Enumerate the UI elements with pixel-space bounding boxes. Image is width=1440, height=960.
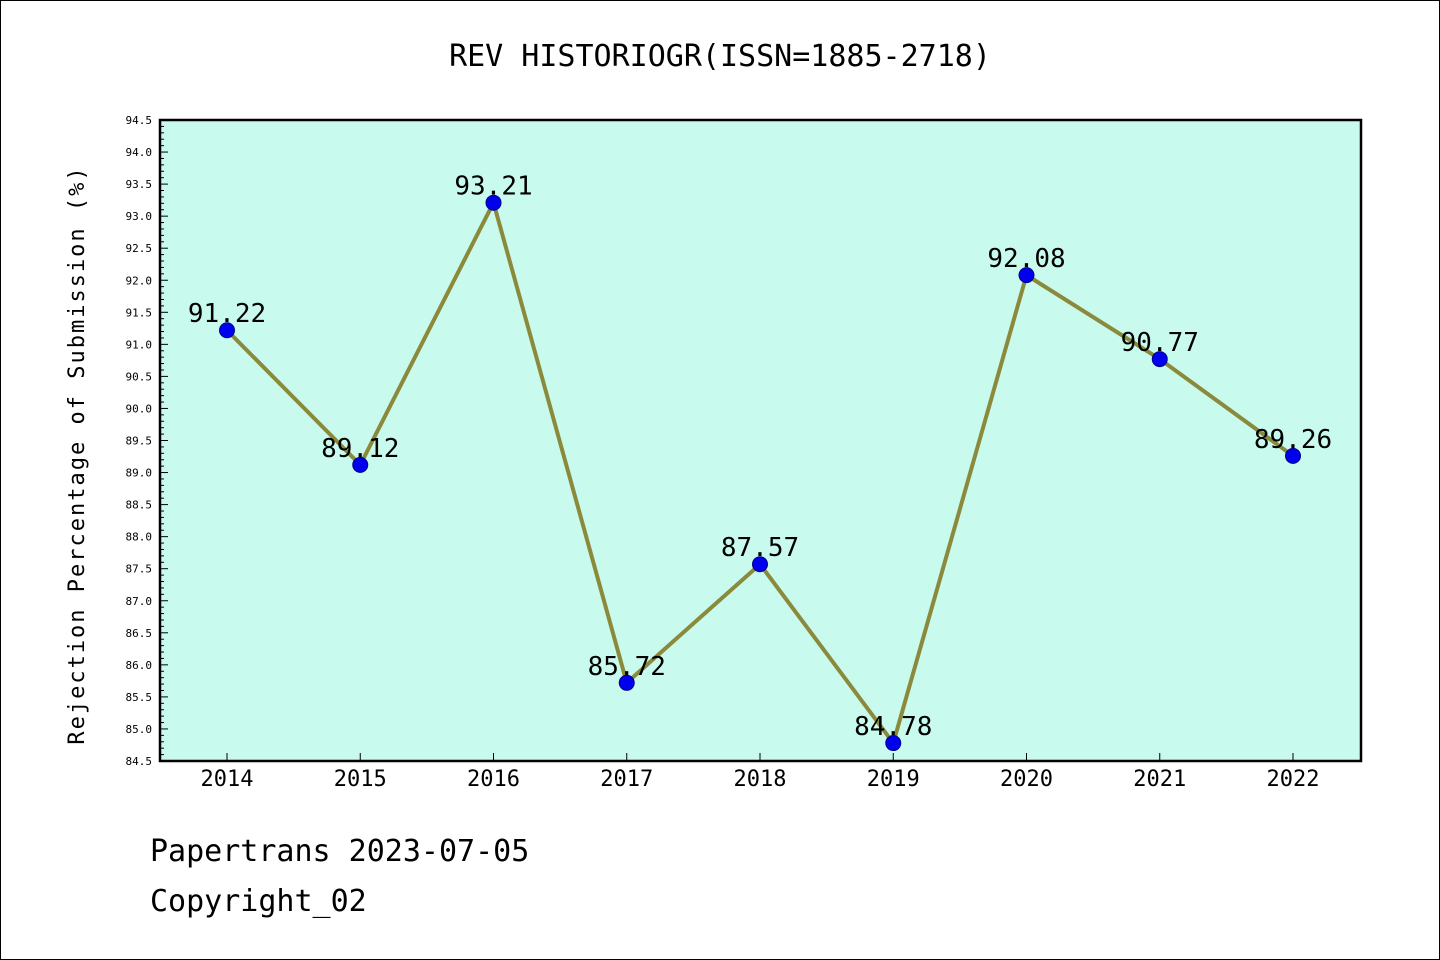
data-label: 89.26 (1254, 425, 1332, 455)
x-tick-label: 2014 (201, 767, 254, 792)
data-labels: 91.22 89.12 93.21 85.72 87.57 84.78 92.08 90.77… (188, 172, 1332, 742)
y-tick-label: 89.5 (126, 435, 153, 448)
y-axis: 84.5 85.0 85.5 86.0 86.5 87.0 87.5 88.0 88.5 89.0… (126, 114, 168, 768)
y-tick-label: 85.5 (126, 691, 153, 704)
data-point (352, 456, 369, 473)
y-tick-label: 93.5 (126, 178, 153, 191)
plot-border (158, 118, 1363, 763)
data-point (618, 674, 635, 691)
data-point (885, 735, 902, 752)
x-tick-label: 2022 (1267, 767, 1320, 792)
data-label: 87.57 (721, 533, 799, 563)
y-tick-label: 94.5 (126, 114, 153, 127)
x-tick-label: 2020 (1000, 767, 1053, 792)
y-tick-label: 92.0 (126, 274, 153, 287)
x-tick-label: 2017 (600, 767, 653, 792)
data-point (1151, 351, 1168, 368)
data-label: 91.22 (188, 299, 266, 329)
y-tick-label: 86.0 (126, 659, 153, 672)
y-tick-label: 87.0 (126, 595, 153, 608)
y-tick-label: 84.5 (126, 755, 153, 768)
footer-copyright: Copyright_02 (150, 884, 367, 919)
data-point (752, 556, 768, 573)
y-tick-label: 90.0 (126, 402, 153, 415)
footer-date: Papertrans 2023-07-05 (150, 834, 530, 869)
plot-area (160, 120, 1361, 761)
data-label: 89.12 (321, 434, 399, 464)
y-tick-label: 94.0 (126, 146, 153, 159)
y-tick-label: 86.5 (126, 627, 153, 640)
y-tick-label: 85.0 (126, 723, 153, 736)
y-tick-label: 93.0 (126, 210, 153, 223)
data-label: 84.78 (854, 712, 932, 742)
y-tick-label: 91.0 (126, 338, 153, 351)
data-point (485, 194, 502, 211)
x-tick-label: 2018 (734, 767, 787, 792)
x-tick-label: 2021 (1133, 767, 1186, 792)
y-tick-label: 87.5 (126, 563, 153, 576)
data-label: 85.72 (588, 652, 666, 682)
data-point (1018, 267, 1035, 284)
data-label: 90.77 (1121, 328, 1199, 358)
y-axis-label: Rejection Percentage of Submission (%) (65, 165, 90, 744)
y-tick-label: 88.5 (126, 499, 153, 512)
y-tick-label: 92.5 (126, 242, 153, 255)
x-tick-label: 2015 (334, 767, 387, 792)
y-tick-label: 88.0 (126, 531, 153, 544)
y-tick-label: 89.0 (126, 467, 153, 480)
data-label: 93.21 (454, 172, 532, 202)
data-label: 92.08 (987, 244, 1065, 274)
x-axis: 2014 2015 2016 2017 2018 2019 2020 2021 2022 (201, 753, 1320, 792)
x-tick-label: 2019 (867, 767, 920, 792)
y-tick-label: 90.5 (126, 370, 153, 383)
y-tick-label: 91.5 (126, 306, 153, 319)
data-point (1285, 447, 1301, 464)
chart-title: REV HISTORIOGR(ISSN=1885-2718) (449, 39, 991, 74)
data-point (219, 322, 235, 339)
data-markers (219, 194, 1301, 752)
x-tick-label: 2016 (467, 767, 520, 792)
